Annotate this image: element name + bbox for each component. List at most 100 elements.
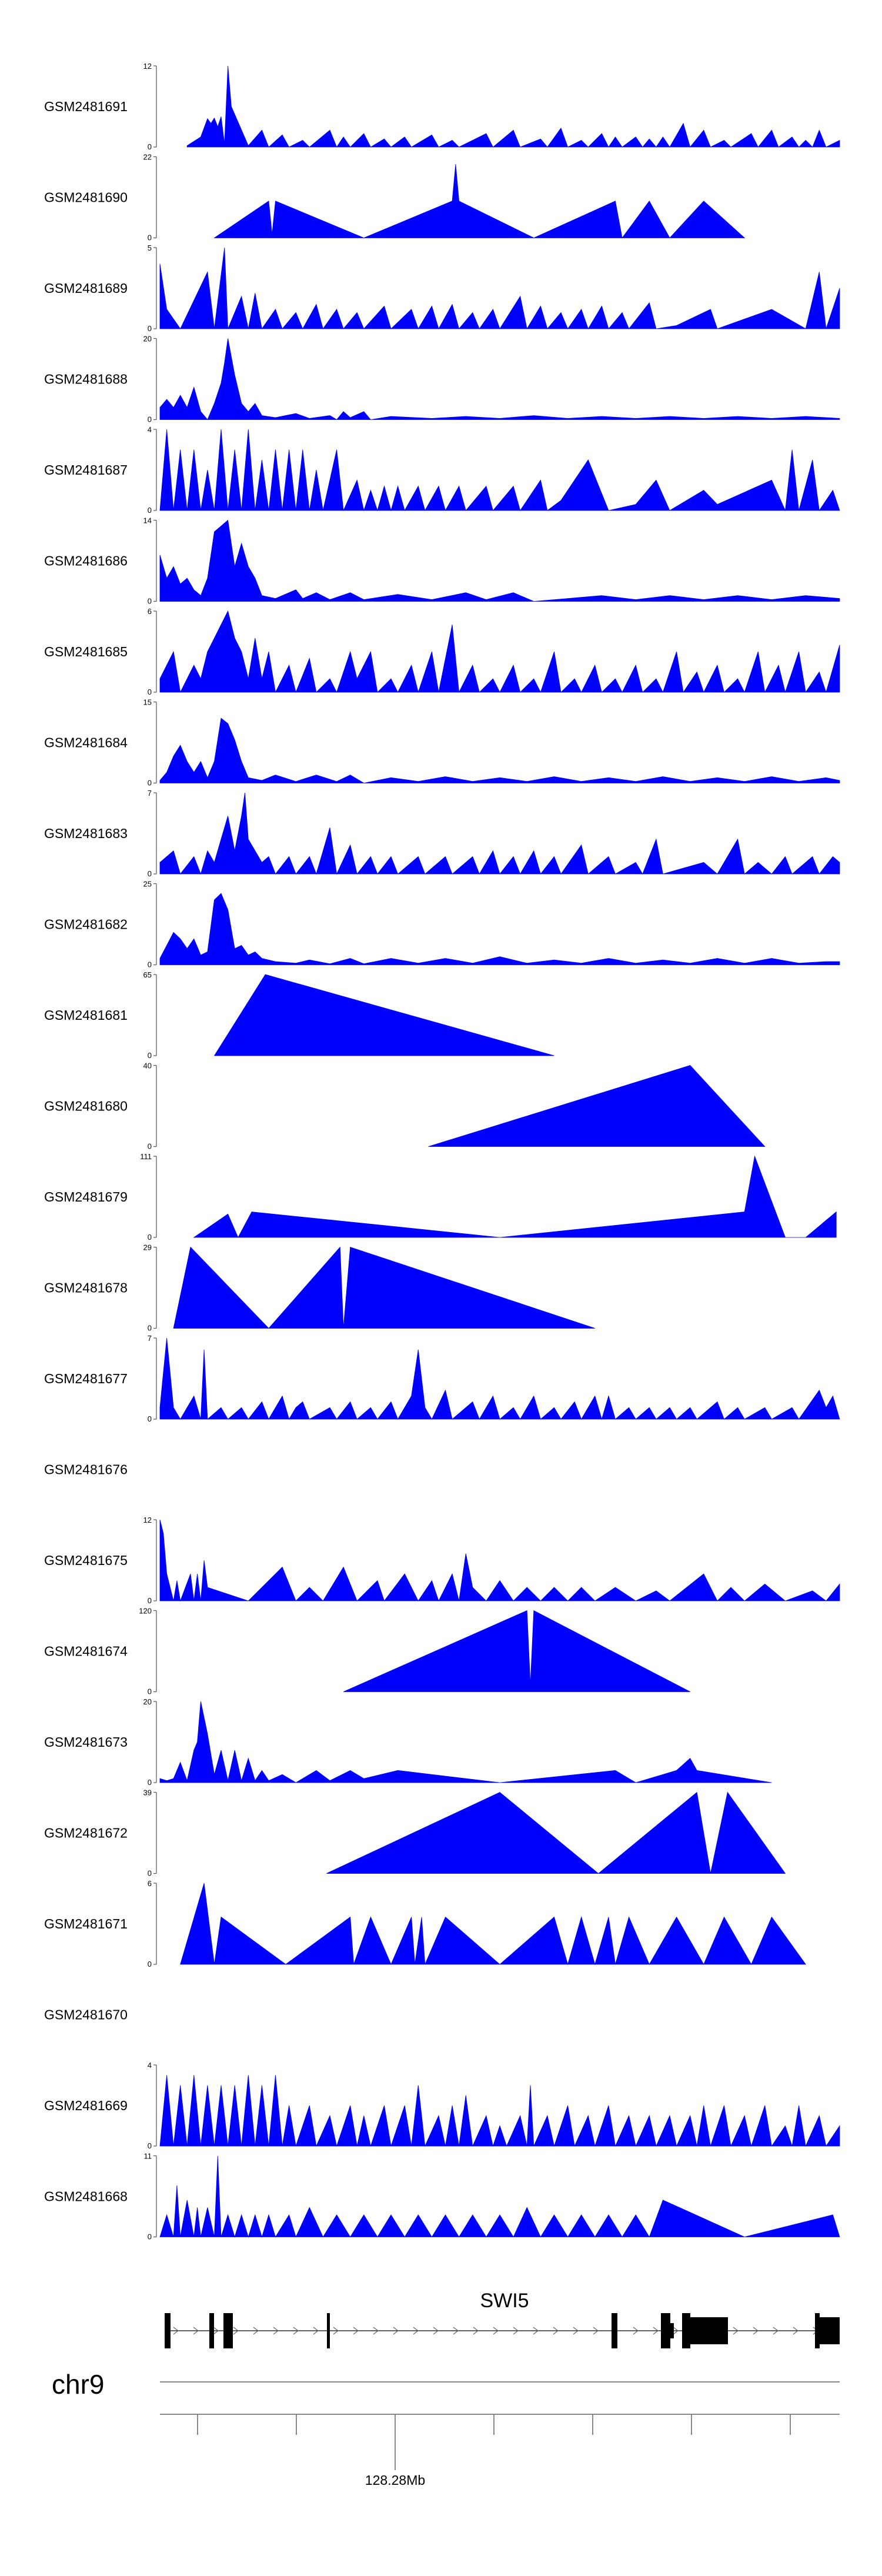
track-label: GSM2481687 (44, 462, 128, 478)
strand-arrow-icon (373, 2327, 379, 2335)
strand-arrow-icon (253, 2327, 259, 2335)
exon-block (682, 2313, 690, 2348)
signal-area (193, 1155, 837, 1238)
gene-name-label: SWI5 (480, 2290, 529, 2312)
y-zero-label: 0 (148, 869, 152, 878)
track-GSM2481689: GSM2481689 5 0 (44, 243, 840, 333)
y-max-label: 6 (148, 1879, 152, 1888)
chromosome-label: chr9 (52, 2369, 104, 2400)
y-max-label: 40 (143, 1062, 152, 1070)
y-zero-label: 0 (148, 1324, 152, 1333)
track-label: GSM2481675 (44, 1553, 128, 1568)
track-label: GSM2481680 (44, 1099, 128, 1114)
y-max-label: 7 (148, 1334, 152, 1343)
y-max-label: 29 (143, 1243, 152, 1252)
strand-arrow-icon (193, 2327, 199, 2335)
track-label: GSM2481671 (44, 1916, 128, 1931)
y-zero-label: 0 (148, 1233, 152, 1242)
track-label: GSM2481669 (44, 2098, 128, 2113)
strand-arrow-icon (313, 2327, 319, 2335)
track-label: GSM2481683 (44, 826, 128, 841)
signal-area (159, 2155, 840, 2238)
track-GSM2481680: GSM2481680 40 0 (44, 1062, 766, 1151)
signal-area (159, 429, 840, 512)
track-label: GSM2481688 (44, 372, 128, 387)
signal-area (186, 65, 840, 148)
signal-area (159, 610, 840, 693)
y-zero-label: 0 (148, 1142, 152, 1151)
track-GSM2481686: GSM2481686 14 0 (44, 516, 840, 606)
exon-block (815, 2313, 820, 2348)
exon-block (165, 2313, 171, 2348)
gene-track: SWI5 (165, 2290, 840, 2348)
signal-area (428, 1065, 766, 1147)
track-label: GSM2481681 (44, 1007, 128, 1023)
signal-area (159, 1701, 772, 1783)
y-max-label: 14 (143, 516, 152, 525)
exon-block (209, 2313, 214, 2348)
track-label: GSM2481674 (44, 1644, 128, 1659)
strand-arrow-icon (573, 2327, 579, 2335)
signal-area (159, 893, 840, 965)
strand-arrow-icon (473, 2327, 479, 2335)
y-zero-label: 0 (148, 2141, 152, 2150)
y-max-label: 12 (143, 1516, 152, 1524)
track-GSM2481690: GSM2481690 22 0 (44, 153, 746, 242)
track-GSM2481688: GSM2481688 20 0 (44, 335, 840, 424)
strand-arrow-icon (753, 2327, 759, 2335)
track-label: GSM2481668 (44, 2189, 128, 2204)
track-label: GSM2481686 (44, 553, 128, 569)
track-label: GSM2481673 (44, 1734, 128, 1750)
exon-block (714, 2317, 728, 2344)
signal-area (159, 1519, 840, 1602)
track-label: GSM2481684 (44, 735, 128, 750)
track-label: GSM2481670 (44, 2007, 128, 2023)
signal-area (159, 2075, 840, 2147)
y-max-label: 11 (144, 2152, 152, 2161)
track-GSM2481685: GSM2481685 6 0 (44, 607, 840, 696)
signal-area (159, 718, 840, 783)
y-max-label: 22 (143, 153, 152, 162)
y-max-label: 5 (148, 243, 152, 252)
track-label: GSM2481672 (44, 1826, 128, 1841)
strand-arrow-icon (293, 2327, 299, 2335)
y-zero-label: 0 (148, 1051, 152, 1060)
y-max-label: 39 (143, 1788, 152, 1797)
track-label: GSM2481690 (44, 190, 128, 205)
track-GSM2481674: GSM2481674 120 0 (44, 1607, 690, 1696)
track-GSM2481671: GSM2481671 6 0 (44, 1879, 806, 1968)
y-zero-label: 0 (148, 779, 152, 788)
strand-arrow-icon (513, 2327, 519, 2335)
signal-area (159, 792, 840, 875)
exon-block (612, 2313, 617, 2348)
strand-arrow-icon (793, 2327, 799, 2335)
track-label: GSM2481678 (44, 1280, 128, 1296)
track-label: GSM2481679 (44, 1189, 128, 1204)
y-max-label: 65 (143, 970, 152, 979)
track-GSM2481677: GSM2481677 7 0 (44, 1334, 840, 1423)
track-GSM2481672: GSM2481672 39 0 (44, 1788, 786, 1878)
y-max-label: 111 (140, 1152, 152, 1161)
track-label: GSM2481689 (44, 281, 128, 296)
y-zero-label: 0 (148, 1687, 152, 1696)
signal-area (159, 1337, 840, 1420)
signal-area (213, 974, 554, 1056)
y-zero-label: 0 (148, 415, 152, 424)
track-GSM2481683: GSM2481683 7 0 (44, 789, 840, 878)
track-label: GSM2481676 (44, 1462, 128, 1477)
signal-area (159, 519, 840, 602)
exon-block (690, 2317, 714, 2344)
exon-block (223, 2313, 233, 2348)
track-label: GSM2481685 (44, 644, 128, 659)
y-max-label: 25 (143, 880, 152, 889)
signal-area (173, 1246, 595, 1329)
strand-arrow-icon (733, 2327, 739, 2335)
track-GSM2481675: GSM2481675 12 0 (44, 1516, 840, 1605)
strand-arrow-icon (653, 2327, 659, 2335)
signal-tracks: GSM2481691120GSM2481690220GSM248168950GS… (44, 62, 840, 2241)
y-max-label: 120 (139, 1607, 152, 1616)
track-GSM2481687: GSM2481687 4 0 (44, 425, 840, 515)
strand-arrow-icon (493, 2327, 499, 2335)
track-GSM2481678: GSM2481678 29 0 (44, 1243, 595, 1333)
